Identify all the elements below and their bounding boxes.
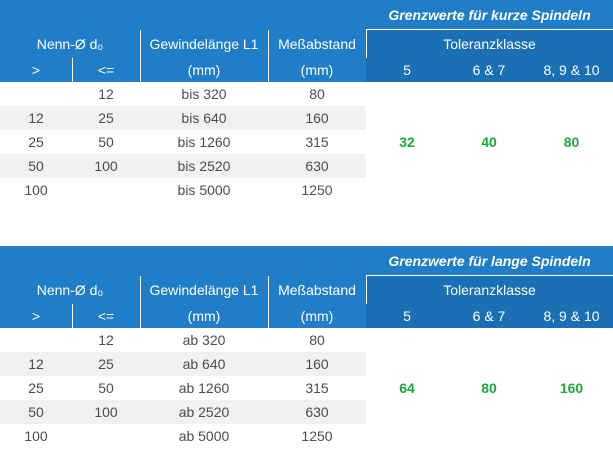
header-mm-length: (mm)	[187, 308, 221, 324]
header-toleranzklasse: Toleranzklasse	[366, 276, 613, 304]
subheader-row: > <= (mm) (mm) 5 6 & 7 8, 9 & 10	[0, 304, 613, 328]
table-row: 25 50 bis 1260 315	[0, 130, 366, 154]
header-class-5: 5	[366, 58, 448, 82]
limit-class-8-9-10: 80	[563, 134, 580, 150]
table-title-row: Grenzwerte für kurze Spindeln	[0, 0, 613, 30]
row-le: 100	[94, 158, 118, 174]
row-gt: 100	[24, 182, 48, 198]
table-row: 12 25 ab 640 160	[0, 352, 366, 376]
header-mm-distance: (mm)	[300, 308, 334, 324]
table-row: 12 ab 320 80	[0, 328, 366, 352]
row-length: bis 640	[181, 110, 227, 126]
header-nenn: Nenn-Ø d₀	[36, 282, 104, 298]
table-row: 100 ab 5000 1250	[0, 424, 366, 448]
limit-class-5: 32	[399, 134, 415, 150]
row-le: 50	[98, 134, 114, 150]
row-gt: 50	[28, 404, 44, 420]
table-row: 100 bis 5000 1250	[0, 178, 366, 202]
table-row: 50 100 ab 2520 630	[0, 400, 366, 424]
row-distance: 160	[305, 356, 329, 372]
header-class-5: 5	[366, 304, 448, 328]
row-le: 12	[98, 86, 114, 102]
header-row: Nenn-Ø d₀ Gewindelänge L1 Meßabstand Tol…	[0, 276, 613, 304]
header-le: <=	[97, 308, 115, 324]
limits-row: 64 80 160	[366, 376, 613, 400]
table-row: 50 100 bis 2520 630	[0, 154, 366, 178]
row-le: 100	[94, 404, 118, 420]
header-toleranzklasse: Toleranzklasse	[366, 30, 613, 58]
row-length: bis 5000	[177, 182, 231, 198]
table-title-row: Grenzwerte für lange Spindeln	[0, 246, 613, 276]
header-messabstand: Meßabstand	[278, 36, 356, 52]
header-gt: >	[31, 62, 41, 78]
row-distance: 630	[305, 158, 329, 174]
row-distance: 1250	[301, 428, 333, 444]
limits-row: 32 40 80	[366, 130, 613, 154]
header-messabstand: Meßabstand	[278, 282, 356, 298]
row-length: bis 2520	[177, 158, 231, 174]
header-class-6-7: 6 & 7	[448, 304, 530, 328]
limit-class-6-7: 80	[481, 380, 497, 396]
table-row: 25 50 ab 1260 315	[0, 376, 366, 400]
row-gt	[0, 82, 72, 106]
row-gt: 100	[24, 428, 48, 444]
row-distance: 80	[309, 86, 325, 102]
row-distance: 630	[305, 404, 329, 420]
header-class-8-9-10: 8, 9 & 10	[530, 58, 613, 82]
header-nenn: Nenn-Ø d₀	[36, 36, 104, 52]
row-length: bis 1260	[177, 134, 231, 150]
row-distance: 80	[309, 332, 325, 348]
header-mm-distance: (mm)	[300, 62, 334, 78]
table-row: 12 25 bis 640 160	[0, 106, 366, 130]
row-length: ab 320	[182, 332, 226, 348]
header-gewindelaenge: Gewindelänge L1	[149, 36, 259, 52]
header-class-6-7: 6 & 7	[448, 58, 530, 82]
header-row: Nenn-Ø d₀ Gewindelänge L1 Meßabstand Tol…	[0, 30, 613, 58]
row-gt: 25	[28, 380, 44, 396]
table-title: Grenzwerte für lange Spindeln	[366, 246, 613, 276]
row-length: ab 2520	[178, 404, 230, 420]
header-le: <=	[97, 62, 115, 78]
row-distance: 1250	[301, 182, 333, 198]
row-le: 50	[98, 380, 114, 396]
table-row: 12 bis 320 80	[0, 82, 613, 106]
row-le	[72, 424, 140, 448]
row-le	[72, 178, 140, 202]
row-gt	[0, 328, 72, 352]
row-distance: 315	[305, 134, 329, 150]
subheader-row: > <= (mm) (mm) 5 6 & 7 8, 9 & 10	[0, 58, 613, 82]
row-gt: 50	[28, 158, 44, 174]
row-gt: 25	[28, 134, 44, 150]
row-le: 12	[98, 332, 114, 348]
row-gt: 12	[28, 356, 44, 372]
row-distance: 315	[305, 380, 329, 396]
header-gewindelaenge: Gewindelänge L1	[149, 282, 259, 298]
limit-class-8-9-10: 160	[559, 380, 584, 396]
row-length: ab 5000	[178, 428, 230, 444]
header-gt: >	[31, 308, 41, 324]
table-title: Grenzwerte für kurze Spindeln	[366, 0, 613, 30]
header-mm-length: (mm)	[187, 62, 221, 78]
header-class-8-9-10: 8, 9 & 10	[530, 304, 613, 328]
row-length: bis 320	[181, 86, 227, 102]
row-length: ab 640	[182, 356, 226, 372]
row-length: ab 1260	[178, 380, 230, 396]
row-le: 25	[98, 110, 114, 126]
limit-class-6-7: 40	[481, 134, 497, 150]
row-gt: 12	[28, 110, 44, 126]
row-le: 25	[98, 356, 114, 372]
limit-class-5: 64	[399, 380, 415, 396]
row-distance: 160	[305, 110, 329, 126]
